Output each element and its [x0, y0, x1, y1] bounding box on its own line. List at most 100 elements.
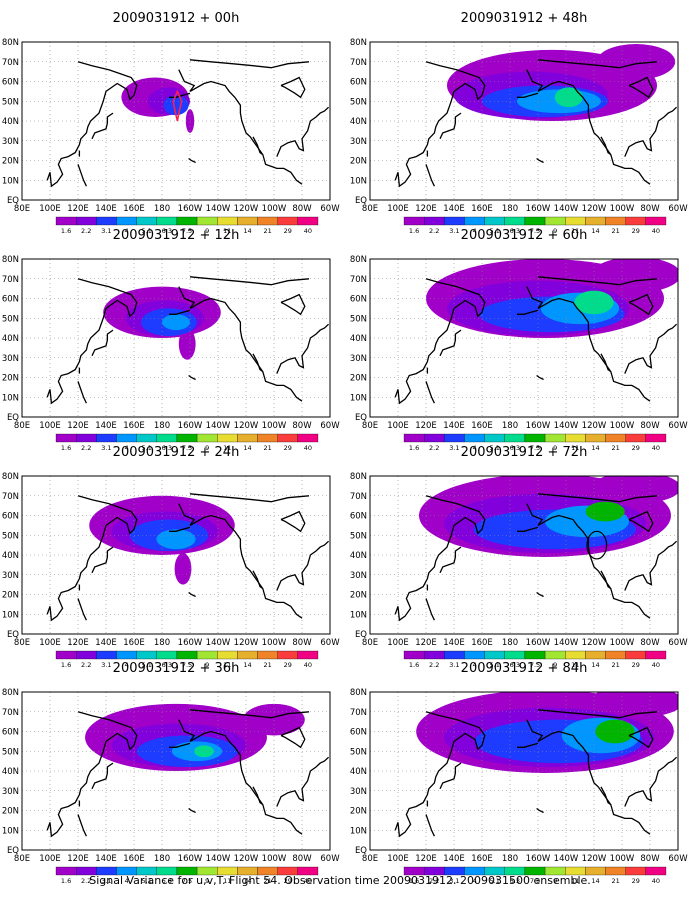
y-tick-label: 40N	[350, 117, 367, 127]
y-tick-label: 40N	[350, 767, 367, 777]
colorbar-label: 40	[304, 227, 312, 235]
y-tick-label: 20N	[350, 591, 367, 601]
x-tick-label: 140E	[443, 638, 465, 648]
coastline	[600, 136, 612, 156]
colorbar-swatch	[585, 433, 606, 443]
variance-contour	[574, 290, 614, 315]
y-tick-label: 20N	[350, 157, 367, 167]
x-tick-label: 60W	[668, 421, 688, 431]
y-tick-label: 10N	[2, 393, 19, 403]
coastline	[276, 756, 330, 807]
x-tick-label: 60W	[668, 854, 688, 864]
x-tick-label: 100E	[39, 638, 61, 648]
colorbar-label: 7.5	[530, 444, 540, 452]
x-tick-label: 120W	[234, 421, 259, 431]
y-tick-label: 80N	[2, 38, 19, 48]
map-panel: 2009031912 + 00h EQ 10N 20N 30N 40N 50N 60N 70N 8…	[2, 11, 340, 235]
x-tick-label: 120W	[234, 204, 259, 214]
coastline	[624, 756, 678, 807]
y-tick-label: 60N	[2, 728, 19, 738]
x-tick-label: 160E	[471, 638, 493, 648]
colorbar-swatch	[297, 866, 319, 876]
x-tick-label: 180	[502, 204, 518, 214]
colorbar-label: 4	[472, 877, 476, 885]
colorbar-label: 5.1	[142, 227, 152, 235]
colorbar-label: 7.5	[530, 661, 540, 669]
y-tick-label: 30N	[2, 137, 19, 147]
colorbar-label: 11	[223, 444, 231, 452]
x-tick-label: 160E	[123, 638, 145, 648]
x-tick-label: 80W	[640, 204, 660, 214]
colorbar-label: 29	[284, 227, 292, 235]
y-tick-label: 50N	[350, 97, 367, 107]
coastline	[280, 510, 306, 533]
x-tick-label: 100E	[387, 204, 409, 214]
colorbar-swatch	[605, 866, 626, 876]
x-tick-label: 160W	[178, 638, 203, 648]
x-tick-label: 140E	[95, 204, 117, 214]
x-tick-label: 140E	[443, 421, 465, 431]
colorbar-label: 2.2	[429, 877, 439, 885]
colorbar-swatch	[237, 650, 258, 660]
colorbar-swatch	[504, 433, 526, 443]
coastline	[394, 278, 486, 405]
y-tick-label: 60N	[2, 295, 19, 305]
variance-contour	[162, 314, 190, 331]
coastline	[600, 353, 612, 373]
colorbar-label: 3.1	[449, 227, 459, 235]
colorbar-swatch	[136, 433, 157, 443]
colorbar-label: 9	[205, 661, 209, 669]
colorbar-label: 9	[553, 444, 557, 452]
x-tick-label: 180	[502, 421, 518, 431]
colorbar-label: 3.1	[101, 227, 111, 235]
x-tick-label: 140E	[95, 854, 117, 864]
x-tick-label: 160W	[526, 638, 551, 648]
colorbar-swatch	[156, 433, 178, 443]
colorbar-label: 21	[263, 227, 271, 235]
colorbar-swatch	[176, 650, 198, 660]
y-tick-label: EQ	[7, 630, 19, 640]
x-tick-label: 80E	[362, 638, 378, 648]
colorbar-swatch	[403, 433, 425, 443]
coastline	[252, 353, 264, 373]
colorbar-label: 29	[632, 877, 640, 885]
coastline	[628, 510, 654, 533]
x-tick-label: 120W	[582, 421, 607, 431]
y-tick-label: 50N	[2, 97, 19, 107]
y-tick-label: 60N	[350, 78, 367, 88]
x-tick-label: 140W	[554, 638, 579, 648]
x-tick-label: 60W	[320, 638, 340, 648]
colorbar-label: 11	[571, 877, 579, 885]
x-tick-label: 100W	[262, 638, 287, 648]
x-tick-label: 180	[154, 638, 170, 648]
colorbar-swatch	[544, 433, 566, 443]
colorbar-swatch	[645, 650, 667, 660]
colorbar-label: 1.6	[61, 227, 71, 235]
coastline	[77, 381, 87, 404]
x-tick-label: 60W	[320, 421, 340, 431]
x-tick-label: 120W	[582, 638, 607, 648]
variance-contour	[156, 529, 196, 550]
colorbar-swatch	[55, 866, 77, 876]
colorbar-label: 6.3	[162, 444, 172, 452]
y-tick-label: 40N	[2, 117, 19, 127]
y-tick-label: 70N	[350, 708, 367, 718]
coastline	[624, 323, 678, 374]
coastline	[439, 546, 462, 574]
coastline	[537, 59, 658, 69]
x-tick-label: 100E	[387, 638, 409, 648]
coastline	[526, 503, 651, 619]
colorbar-swatch	[565, 216, 586, 226]
variance-contour	[585, 501, 625, 522]
coastline	[77, 164, 87, 187]
map-panel: 2009031912 + 84h EQ 10N 20N 30N 40N 50N 60N 70N 8…	[350, 661, 688, 885]
colorbar-swatch	[277, 433, 298, 443]
coastline	[77, 598, 87, 621]
colorbar-label: 11	[223, 877, 231, 885]
colorbar-label: 40	[304, 877, 312, 885]
x-tick-label: 60W	[668, 638, 688, 648]
colorbar-swatch	[176, 433, 198, 443]
coastline	[188, 807, 196, 814]
x-tick-label: 140W	[554, 421, 579, 431]
coastline	[280, 293, 306, 316]
